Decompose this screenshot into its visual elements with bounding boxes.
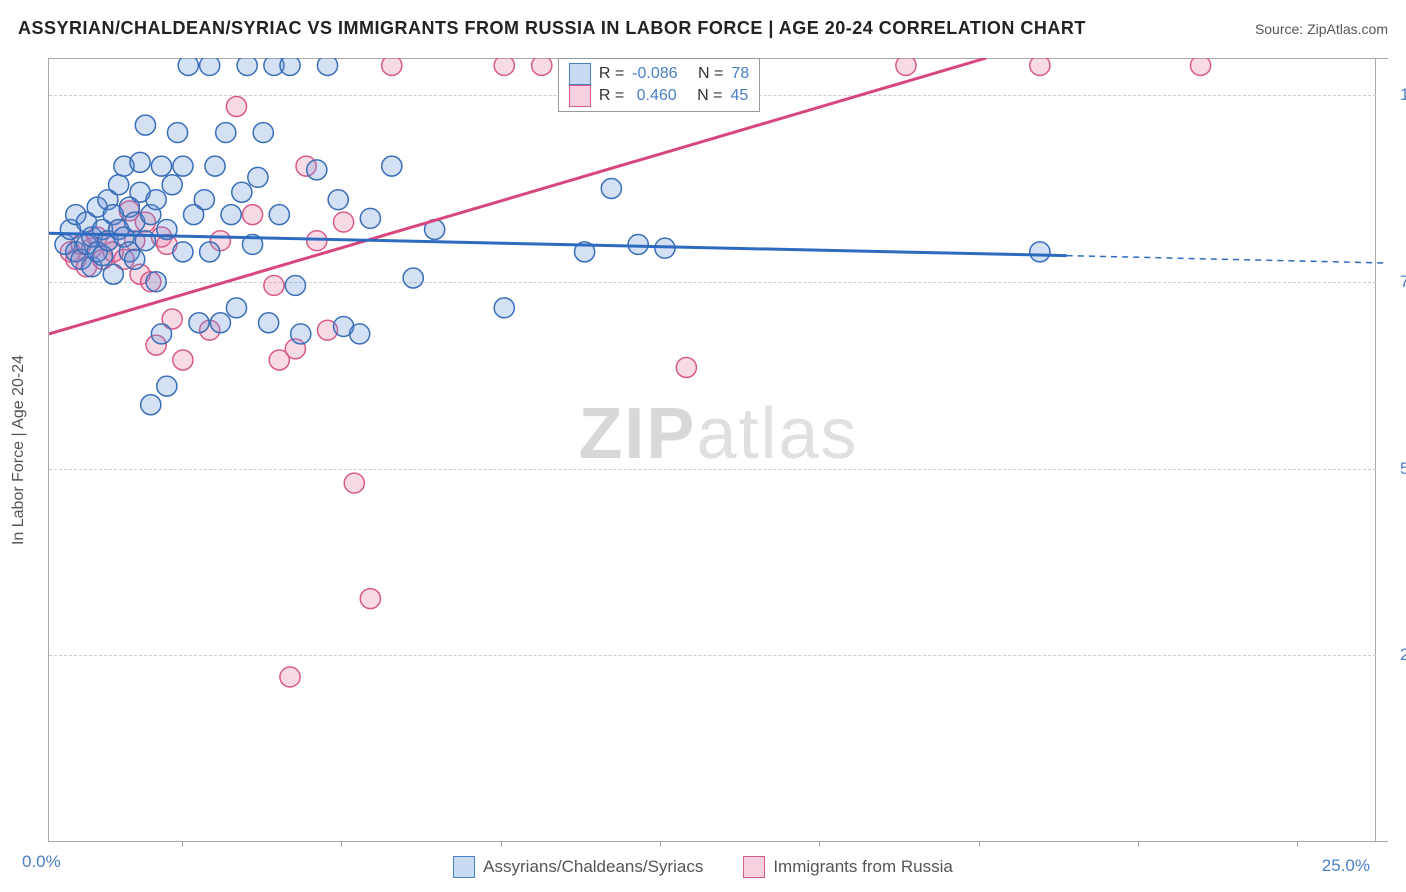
y-axis-title: In Labor Force | Age 20-24 xyxy=(10,354,28,544)
stat-n-value-pink: 45 xyxy=(730,87,748,105)
stat-r-value-pink: 0.460 xyxy=(632,87,677,105)
x-tick xyxy=(182,841,183,847)
legend: Assyrians/Chaldeans/Syriacs Immigrants f… xyxy=(0,856,1406,878)
data-point xyxy=(285,275,305,295)
swatch-pink xyxy=(569,85,591,107)
x-tick xyxy=(501,841,502,847)
x-tick xyxy=(341,841,342,847)
data-point xyxy=(173,156,193,176)
data-point xyxy=(210,313,230,333)
data-point xyxy=(628,234,648,254)
data-point xyxy=(232,182,252,202)
data-point xyxy=(382,58,402,75)
data-point xyxy=(1190,58,1210,75)
stats-row-pink: R = 0.460 N = 45 xyxy=(569,85,749,107)
data-point xyxy=(333,212,353,232)
stats-row-blue: R = -0.086 N = 78 xyxy=(569,63,749,85)
source-label: Source: ZipAtlas.com xyxy=(1255,21,1388,37)
data-point xyxy=(360,589,380,609)
legend-label-blue: Assyrians/Chaldeans/Syriacs xyxy=(483,857,703,877)
data-point xyxy=(151,324,171,344)
x-tick xyxy=(979,841,980,847)
data-point xyxy=(280,58,300,75)
data-point xyxy=(350,324,370,344)
scatter-svg xyxy=(49,58,1388,841)
data-point xyxy=(403,268,423,288)
data-point xyxy=(189,313,209,333)
data-point xyxy=(135,115,155,135)
y-tick-label: 25.0% xyxy=(1400,645,1406,665)
data-point xyxy=(173,350,193,370)
data-point xyxy=(269,205,289,225)
data-point xyxy=(237,58,257,75)
data-point xyxy=(291,324,311,344)
data-point xyxy=(130,152,150,172)
data-point xyxy=(205,156,225,176)
data-point xyxy=(264,275,284,295)
y-tick-label: 100.0% xyxy=(1400,85,1406,105)
legend-item-pink: Immigrants from Russia xyxy=(743,856,952,878)
data-point xyxy=(248,167,268,187)
trend-line-ext xyxy=(1067,256,1388,263)
data-point xyxy=(307,160,327,180)
data-point xyxy=(109,175,129,195)
data-point xyxy=(317,58,337,75)
legend-label-pink: Immigrants from Russia xyxy=(773,857,952,877)
data-point xyxy=(200,58,220,75)
data-point xyxy=(226,298,246,318)
data-point xyxy=(178,58,198,75)
data-point xyxy=(141,395,161,415)
stat-n-label: N = xyxy=(698,65,723,83)
data-point xyxy=(146,272,166,292)
chart-plot-area: ZIPatlas In Labor Force | Age 20-24 R = … xyxy=(48,58,1388,842)
data-point xyxy=(280,667,300,687)
stats-legend-box: R = -0.086 N = 78 R = 0.460 N = 45 xyxy=(558,58,760,112)
legend-item-blue: Assyrians/Chaldeans/Syriacs xyxy=(453,856,703,878)
data-point xyxy=(344,473,364,493)
data-point xyxy=(162,175,182,195)
data-point xyxy=(253,123,273,143)
stat-n-value-blue: 78 xyxy=(731,65,749,83)
chart-title: ASSYRIAN/CHALDEAN/SYRIAC VS IMMIGRANTS F… xyxy=(18,18,1086,39)
data-point xyxy=(216,123,236,143)
data-point xyxy=(259,313,279,333)
legend-swatch-pink xyxy=(743,856,765,878)
data-point xyxy=(1030,242,1050,262)
data-point xyxy=(151,156,171,176)
data-point xyxy=(167,123,187,143)
data-point xyxy=(494,58,514,75)
x-tick xyxy=(819,841,820,847)
stat-r-label: R = xyxy=(599,65,624,83)
data-point xyxy=(194,190,214,210)
data-point xyxy=(360,208,380,228)
x-tick xyxy=(1138,841,1139,847)
data-point xyxy=(157,376,177,396)
y-tick-label: 75.0% xyxy=(1400,272,1406,292)
data-point xyxy=(532,58,552,75)
data-point xyxy=(382,156,402,176)
y-tick-label: 50.0% xyxy=(1400,459,1406,479)
swatch-blue xyxy=(569,63,591,85)
data-point xyxy=(676,357,696,377)
data-point xyxy=(1030,58,1050,75)
stat-r-label-2: R = xyxy=(599,87,624,105)
data-point xyxy=(601,179,621,199)
trend-line xyxy=(49,58,986,334)
stat-n-label-2: N = xyxy=(697,87,722,105)
data-point xyxy=(896,58,916,75)
data-point xyxy=(226,96,246,116)
data-point xyxy=(221,205,241,225)
data-point xyxy=(494,298,514,318)
data-point xyxy=(328,190,348,210)
data-point xyxy=(125,249,145,269)
data-point xyxy=(103,264,123,284)
x-tick xyxy=(660,841,661,847)
x-tick xyxy=(1297,841,1298,847)
data-point xyxy=(200,242,220,262)
legend-swatch-blue xyxy=(453,856,475,878)
data-point xyxy=(173,242,193,262)
stat-r-value-blue: -0.086 xyxy=(632,65,677,83)
data-point xyxy=(146,190,166,210)
data-point xyxy=(242,205,262,225)
